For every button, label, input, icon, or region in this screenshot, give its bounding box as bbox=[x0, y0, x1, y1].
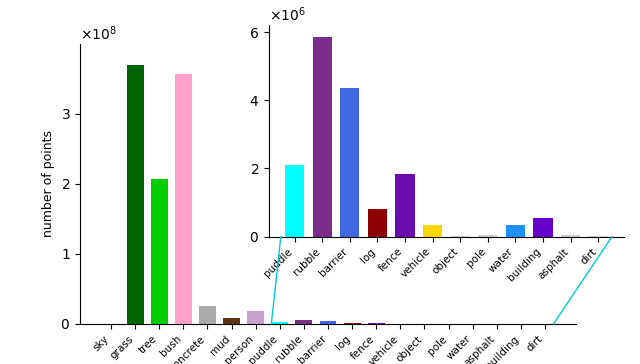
Bar bbox=[344, 323, 360, 324]
Bar bbox=[127, 65, 143, 324]
Bar bbox=[368, 323, 385, 324]
Bar bbox=[451, 236, 470, 237]
Bar bbox=[561, 235, 580, 237]
Bar bbox=[247, 310, 264, 324]
Y-axis label: number of points: number of points bbox=[42, 130, 55, 237]
Bar bbox=[312, 37, 332, 237]
Bar bbox=[175, 74, 192, 324]
Bar bbox=[340, 88, 360, 237]
Bar bbox=[533, 218, 553, 237]
Bar bbox=[478, 235, 497, 237]
Bar bbox=[506, 225, 525, 237]
Bar bbox=[296, 320, 312, 324]
Bar bbox=[271, 323, 288, 324]
Bar bbox=[396, 174, 415, 237]
Bar bbox=[151, 179, 168, 324]
Bar bbox=[423, 225, 442, 237]
Bar bbox=[319, 321, 337, 324]
Bar bbox=[589, 236, 608, 237]
Bar bbox=[223, 318, 240, 324]
Bar bbox=[199, 306, 216, 324]
Bar bbox=[285, 165, 304, 237]
Bar bbox=[368, 209, 387, 237]
